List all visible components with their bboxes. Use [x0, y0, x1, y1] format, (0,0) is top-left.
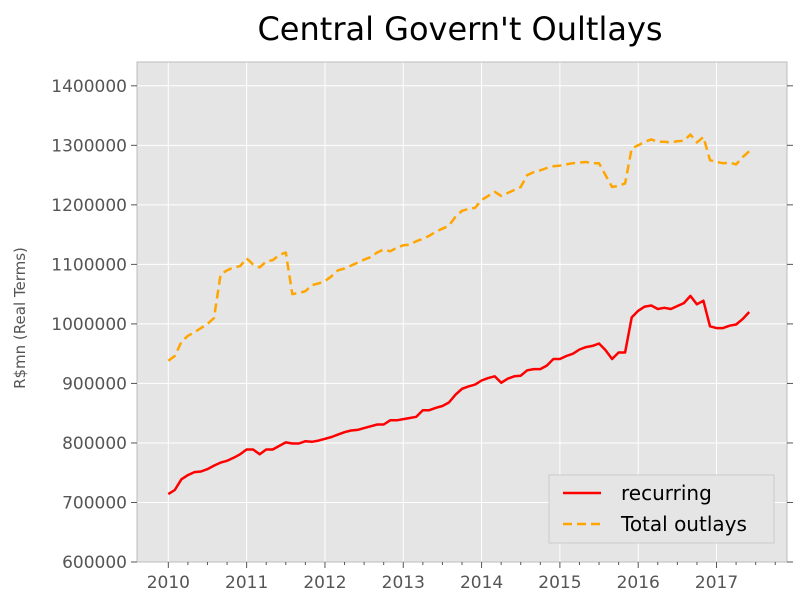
x-tick-label: 2014 — [460, 573, 503, 593]
series-line-total-outlays — [167, 133, 751, 362]
legend-label: Total outlays — [620, 512, 747, 536]
y-tick-label: 600000 — [62, 553, 127, 573]
series-line-recurring — [167, 294, 751, 496]
x-tick-label: 2013 — [382, 573, 425, 593]
y-tick-label: 700000 — [62, 493, 127, 513]
y-tick-label: 1300000 — [51, 136, 127, 156]
x-tick-label: 2010 — [147, 573, 190, 593]
x-tick-label: 2017 — [695, 573, 738, 593]
x-tick-label: 2015 — [538, 573, 581, 593]
x-tick-label: 2011 — [225, 573, 268, 593]
y-tick-label: 1400000 — [51, 77, 127, 97]
y-tick-label: 1200000 — [51, 196, 127, 216]
y-tick-label: 1000000 — [51, 315, 127, 335]
x-tick-label: 2016 — [617, 573, 660, 593]
y-tick-label: 1100000 — [51, 255, 127, 275]
y-axis-label: R$mn (Real Terms) — [11, 247, 29, 389]
x-tick-label: 2012 — [303, 573, 346, 593]
chart-title: Central Govern't Oultlays — [257, 10, 662, 48]
y-tick-label: 800000 — [62, 434, 127, 454]
y-tick-label: 900000 — [62, 374, 127, 394]
legend-box — [548, 474, 775, 544]
legend-label: recurring — [621, 481, 712, 505]
